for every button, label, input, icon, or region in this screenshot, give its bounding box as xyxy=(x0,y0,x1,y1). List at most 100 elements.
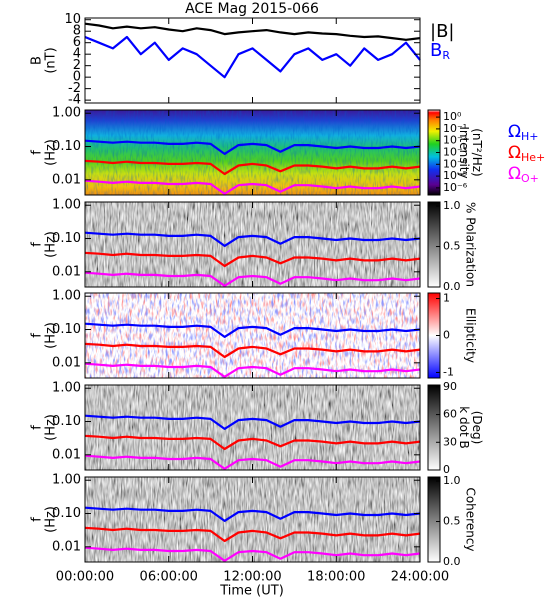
y-tick-label: -4 xyxy=(68,93,81,108)
data-line xyxy=(84,322,421,338)
y-tick-label: 0.01 xyxy=(52,539,81,554)
data-line xyxy=(84,139,421,155)
colorbar-tick-label: 10⁻³ xyxy=(443,146,467,159)
y-tick-label: 6 xyxy=(73,35,81,50)
data-line xyxy=(84,362,421,378)
colorbar-tick-label: 0.0 xyxy=(443,555,461,568)
data-line xyxy=(84,271,421,287)
x-axis-label: Time (UT) xyxy=(219,584,284,599)
colorbar-tick-label: 10⁻⁵ xyxy=(443,169,467,182)
colorbar-tick-label: 1.0 xyxy=(443,474,461,487)
y-tick-label: 0.10 xyxy=(52,139,81,154)
x-tick-label: 18:00:00 xyxy=(307,570,365,585)
colorbar-label: % Polarization xyxy=(464,202,478,287)
y-axis-label: (Hz) xyxy=(44,414,59,441)
legend-entry: ΩO+ xyxy=(508,164,539,185)
colorbar-tick-label: 0 xyxy=(443,463,450,476)
spectrogram xyxy=(85,202,420,287)
data-line xyxy=(84,251,421,268)
y-tick-label: 4 xyxy=(73,47,81,62)
colorbar xyxy=(427,476,441,563)
colorbar-tick-label: 0.5 xyxy=(443,240,461,253)
data-line xyxy=(84,434,421,451)
y-tick-label: 1.00 xyxy=(52,106,81,121)
colorbar xyxy=(427,201,441,288)
y-axis-label: f xyxy=(30,242,45,247)
y-tick-label: 0 xyxy=(73,70,81,85)
y-axis-label: f xyxy=(30,425,45,430)
colorbar-label: Intensity xyxy=(457,126,471,178)
data-line xyxy=(84,506,421,522)
y-axis-label: (nT) xyxy=(44,47,59,73)
y-axis-label: f xyxy=(30,333,45,338)
data-line xyxy=(84,546,421,562)
x-tick-label: 00:00:00 xyxy=(56,570,114,585)
y-axis-label: f xyxy=(30,517,45,522)
legend-entry: ΩH+ xyxy=(508,122,539,143)
y-tick-label: 1.00 xyxy=(52,198,81,213)
legend-entry: |B| xyxy=(430,21,454,42)
y-tick-label: 1.00 xyxy=(52,289,81,304)
colorbar-tick-label: 10⁻¹ xyxy=(443,122,467,135)
y-axis-label: (Hz) xyxy=(44,506,59,533)
y-axis-label: (Hz) xyxy=(44,322,59,349)
spectrogram xyxy=(85,477,420,562)
chart-title: ACE Mag 2015-066 xyxy=(185,1,319,17)
data-line xyxy=(84,342,421,359)
colorbar-tick-label: -1 xyxy=(443,365,454,378)
colorbar-label: Ellipticity xyxy=(464,308,478,363)
y-tick-label: 1.00 xyxy=(52,381,81,396)
y-tick-label: 0.01 xyxy=(52,264,81,279)
y-axis-label: (Hz) xyxy=(44,231,59,258)
colorbar-tick-label: 0.0 xyxy=(443,280,461,293)
y-tick-label: 0.10 xyxy=(52,414,81,429)
spectrogram xyxy=(85,385,420,470)
data-line xyxy=(84,414,421,430)
x-tick-label: 24:00:00 xyxy=(391,570,449,585)
x-tick-label: 12:00:00 xyxy=(223,570,281,585)
y-tick-label: 8 xyxy=(73,24,81,39)
data-line xyxy=(84,159,421,176)
colorbar-tick-label: 10⁰ xyxy=(443,110,462,123)
data-line xyxy=(84,231,421,247)
y-axis-label: B xyxy=(30,56,45,65)
y-axis-label: f xyxy=(30,150,45,155)
y-tick-label: 0.01 xyxy=(52,355,81,370)
colorbar-tick-label: 90 xyxy=(443,380,457,393)
y-tick-label: 0.01 xyxy=(52,447,81,462)
data-line xyxy=(84,454,421,470)
y-tick-label: 1.00 xyxy=(52,473,81,488)
data-line xyxy=(84,179,421,195)
legend-entry: ΩHe+ xyxy=(508,143,545,164)
data-line xyxy=(84,35,421,79)
colorbar-tick-label: 0 xyxy=(443,329,450,342)
colorbar-tick-label: 30 xyxy=(443,435,457,448)
x-tick-label: 06:00:00 xyxy=(140,570,198,585)
y-tick-label: 0.10 xyxy=(52,322,81,337)
colorbar-label: k dot B xyxy=(457,406,471,448)
y-tick-label: 10 xyxy=(64,12,81,27)
colorbar-tick-label: 1.0 xyxy=(443,199,461,212)
colorbar-tick-label: 60 xyxy=(443,408,457,421)
colorbar-label: (Deg) xyxy=(470,411,484,445)
y-tick-label: 0.01 xyxy=(52,172,81,187)
colorbar-tick-label: 10⁻⁶ xyxy=(443,181,468,194)
colorbar xyxy=(427,384,441,471)
colorbar-tick-label: 0.5 xyxy=(443,515,461,528)
data-line xyxy=(84,22,421,41)
colorbar-label: Coherency xyxy=(464,487,478,551)
colorbar-tick-label: 10⁻² xyxy=(443,134,467,147)
colorbar-tick-label: 1 xyxy=(443,292,450,305)
spectrogram-texture xyxy=(85,110,420,195)
y-tick-label: 0.10 xyxy=(52,231,81,246)
y-tick-label: 0.10 xyxy=(52,506,81,521)
colorbar-tick-label: 10⁻⁴ xyxy=(443,157,468,170)
data-line xyxy=(84,526,421,543)
spectrogram-texture xyxy=(85,293,420,378)
y-tick-label: 2 xyxy=(73,58,81,73)
legend-entry: BR xyxy=(430,40,450,62)
y-axis-label: (Hz) xyxy=(44,139,59,166)
colorbar-label: (nT²/Hz) xyxy=(470,128,484,176)
y-tick-label: -2 xyxy=(68,81,81,96)
